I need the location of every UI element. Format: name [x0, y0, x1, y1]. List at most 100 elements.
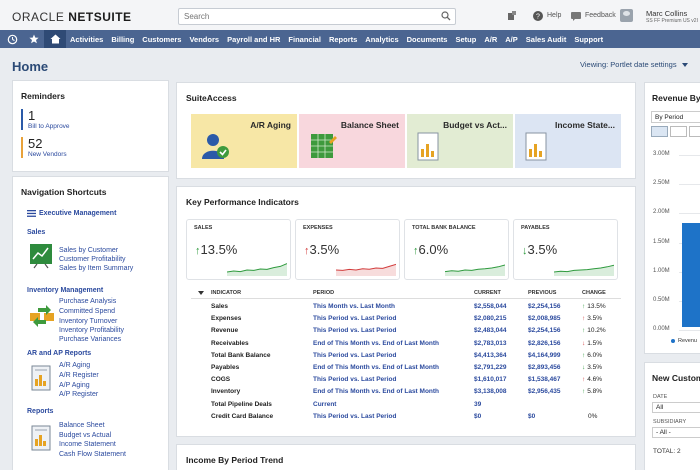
kpi-row-previous[interactable]: $2,254,156	[528, 327, 561, 335]
kpi-row-previous[interactable]: $2,956,435	[528, 388, 561, 396]
help-icon[interactable]: ?	[532, 10, 544, 22]
nav-financial[interactable]: Financial	[288, 34, 321, 44]
kpi-row-current[interactable]: $2,558,044	[474, 303, 507, 310]
shortcut-link[interactable]: Customer Profitability	[59, 256, 126, 263]
shortcut-link[interactable]: Budget vs Actual	[59, 432, 112, 439]
kpi-tile-sales[interactable]: SALES ↑13.5%	[186, 219, 291, 280]
nav-vendors[interactable]: Vendors	[189, 34, 220, 44]
reminder-label[interactable]: New Vendors	[28, 151, 67, 158]
kpi-row-previous[interactable]: $0	[528, 412, 536, 420]
shortcut-link[interactable]: Purchase Analysis	[59, 298, 117, 305]
avatar[interactable]	[620, 9, 633, 22]
kpi-row-current[interactable]: $0	[474, 412, 482, 420]
nav-payroll-hr[interactable]: Payroll and HR	[227, 34, 281, 44]
reminder-bill-to-approve[interactable]: 1 Bill to Approve	[21, 109, 70, 130]
shortcut-link[interactable]: A/R Register	[59, 372, 99, 379]
nav-sales-audit[interactable]: Sales Audit	[525, 34, 567, 44]
suiteaccess-tile-balance-sheet[interactable]: Balance Sheet	[299, 114, 405, 168]
bar-chart-button[interactable]	[651, 126, 668, 137]
nav-ap[interactable]: A/P	[505, 34, 518, 44]
feedback-icon[interactable]	[570, 10, 582, 22]
subsidiary-label: SUBSIDIARY	[653, 419, 687, 425]
kpi-tile-expenses[interactable]: EXPENSES ↑3.5%	[295, 219, 400, 280]
kpi-row-period[interactable]: This Period vs. Last Period	[313, 376, 397, 384]
collapse-icon[interactable]	[198, 291, 204, 295]
user-name[interactable]: Marc Collins	[646, 9, 688, 18]
suiteaccess-tile-budget-vs-actual[interactable]: Budget vs Act...	[407, 114, 513, 168]
shortcut-link[interactable]: A/P Aging	[59, 382, 90, 389]
kpi-row-previous[interactable]: $2,008,985	[528, 315, 561, 323]
favorites-star-icon[interactable]	[24, 30, 44, 48]
shortcut-link[interactable]: Sales by Customer	[59, 247, 119, 254]
home-icon[interactable]	[44, 30, 66, 48]
revenue-portlet: Revenue By I By Period 3.00M 2.50M 2.00M 1.…	[644, 82, 700, 354]
subsidiary-select[interactable]: - All -	[652, 427, 700, 438]
global-search[interactable]	[178, 8, 456, 25]
netsuite-logo[interactable]: ORACLE NETSUITE	[12, 10, 132, 24]
kpi-row-current[interactable]: $2,483,044	[474, 327, 507, 335]
sparkline-line	[227, 263, 287, 273]
feedback-link[interactable]: Feedback	[585, 12, 616, 19]
kpi-row-period[interactable]: This Period vs. Last Period	[313, 351, 397, 359]
shortcut-link[interactable]: Cash Flow Statement	[59, 451, 126, 458]
kpi-row-change-value: 3.5%	[587, 364, 603, 371]
line-chart-button[interactable]	[670, 126, 687, 137]
kpi-row-period[interactable]: End of This Month vs. End of Last Month	[313, 388, 440, 396]
recent-records-icon[interactable]	[0, 30, 24, 48]
kpi-tile-total-bank-balance[interactable]: TOTAL BANK BALANCE ↑6.0%	[404, 219, 509, 280]
nav-documents[interactable]: Documents	[406, 34, 448, 44]
kpi-row-current[interactable]: $2,791,229	[474, 364, 507, 371]
kpi-row-previous[interactable]: $4,164,999	[528, 351, 561, 359]
search-input[interactable]	[179, 9, 429, 24]
kpi-row-previous[interactable]: $2,254,156	[528, 303, 561, 310]
kpi-row-period[interactable]: This Period vs. Last Period	[313, 412, 397, 420]
nav-activities[interactable]: Activities	[70, 34, 104, 44]
shortcut-link[interactable]: Purchase Variances	[59, 336, 122, 343]
help-link[interactable]: Help	[547, 12, 562, 19]
shortcut-link[interactable]: Inventory Turnover	[59, 318, 118, 325]
create-new-icon[interactable]	[506, 10, 518, 22]
search-icon[interactable]	[441, 11, 451, 21]
portlet-date-settings[interactable]: Viewing: Portlet date settings	[580, 60, 688, 69]
shortcut-link[interactable]: A/P Register	[59, 391, 99, 398]
shortcut-link[interactable]: Committed Spend	[59, 308, 116, 315]
reminder-label[interactable]: Bill to Approve	[28, 123, 70, 130]
shortcut-link[interactable]: Balance Sheet	[59, 422, 105, 429]
kpi-row-period[interactable]: Current	[313, 400, 337, 408]
kpi-row-previous[interactable]: $2,893,456	[528, 364, 561, 371]
nav-customers[interactable]: Customers	[142, 34, 182, 44]
shortcut-executive-management[interactable]: Executive Management	[39, 210, 117, 217]
kpi-row-current[interactable]: $4,413,364	[474, 351, 507, 359]
kpi-tile-payables[interactable]: PAYABLES ↓3.5%	[513, 219, 618, 280]
area-chart-button[interactable]	[689, 126, 700, 137]
shortcut-link[interactable]: Income Statement	[59, 441, 116, 448]
kpi-row-period[interactable]: This Period vs. Last Period	[313, 315, 397, 323]
nav-reports[interactable]: Reports	[328, 34, 358, 44]
kpi-row-period[interactable]: This Month vs. Last Month	[313, 303, 395, 310]
nav-analytics[interactable]: Analytics	[365, 34, 399, 44]
kpi-row-current[interactable]: $3,138,008	[474, 388, 507, 396]
nav-billing[interactable]: Billing	[111, 34, 135, 44]
reminder-new-vendors[interactable]: 52 New Vendors	[21, 137, 67, 158]
kpi-row-change: ↑ 10.2%	[582, 327, 606, 334]
suiteaccess-tile-income-statement[interactable]: Income State...	[515, 114, 621, 168]
kpi-row-current[interactable]: $2,783,013	[474, 339, 507, 347]
revenue-period-select[interactable]: By Period	[651, 111, 700, 123]
nav-setup[interactable]: Setup	[455, 34, 477, 44]
sparkline-area	[445, 265, 505, 276]
kpi-row-previous[interactable]: $2,826,156	[528, 339, 561, 347]
nav-ar[interactable]: A/R	[484, 34, 498, 44]
date-select[interactable]: All	[652, 402, 700, 413]
kpi-row-period[interactable]: End of This Month vs. End of Last Month	[313, 364, 440, 371]
kpi-row-current[interactable]: 39	[474, 400, 482, 408]
kpi-row-previous[interactable]: $1,538,467	[528, 376, 561, 384]
kpi-row-period[interactable]: End of This Month vs. End of Last Month	[313, 339, 440, 347]
kpi-row-period[interactable]: This Period vs. Last Period	[313, 327, 397, 335]
shortcut-link[interactable]: Sales by Item Summary	[59, 265, 134, 272]
kpi-row-current[interactable]: $1,610,017	[474, 376, 507, 384]
nav-support[interactable]: Support	[574, 34, 604, 44]
shortcut-link[interactable]: Inventory Profitability	[59, 327, 124, 334]
suiteaccess-tile-ar-aging[interactable]: A/R Aging	[191, 114, 297, 168]
kpi-row-current[interactable]: $2,080,215	[474, 315, 507, 323]
shortcut-link[interactable]: A/R Aging	[59, 362, 91, 369]
